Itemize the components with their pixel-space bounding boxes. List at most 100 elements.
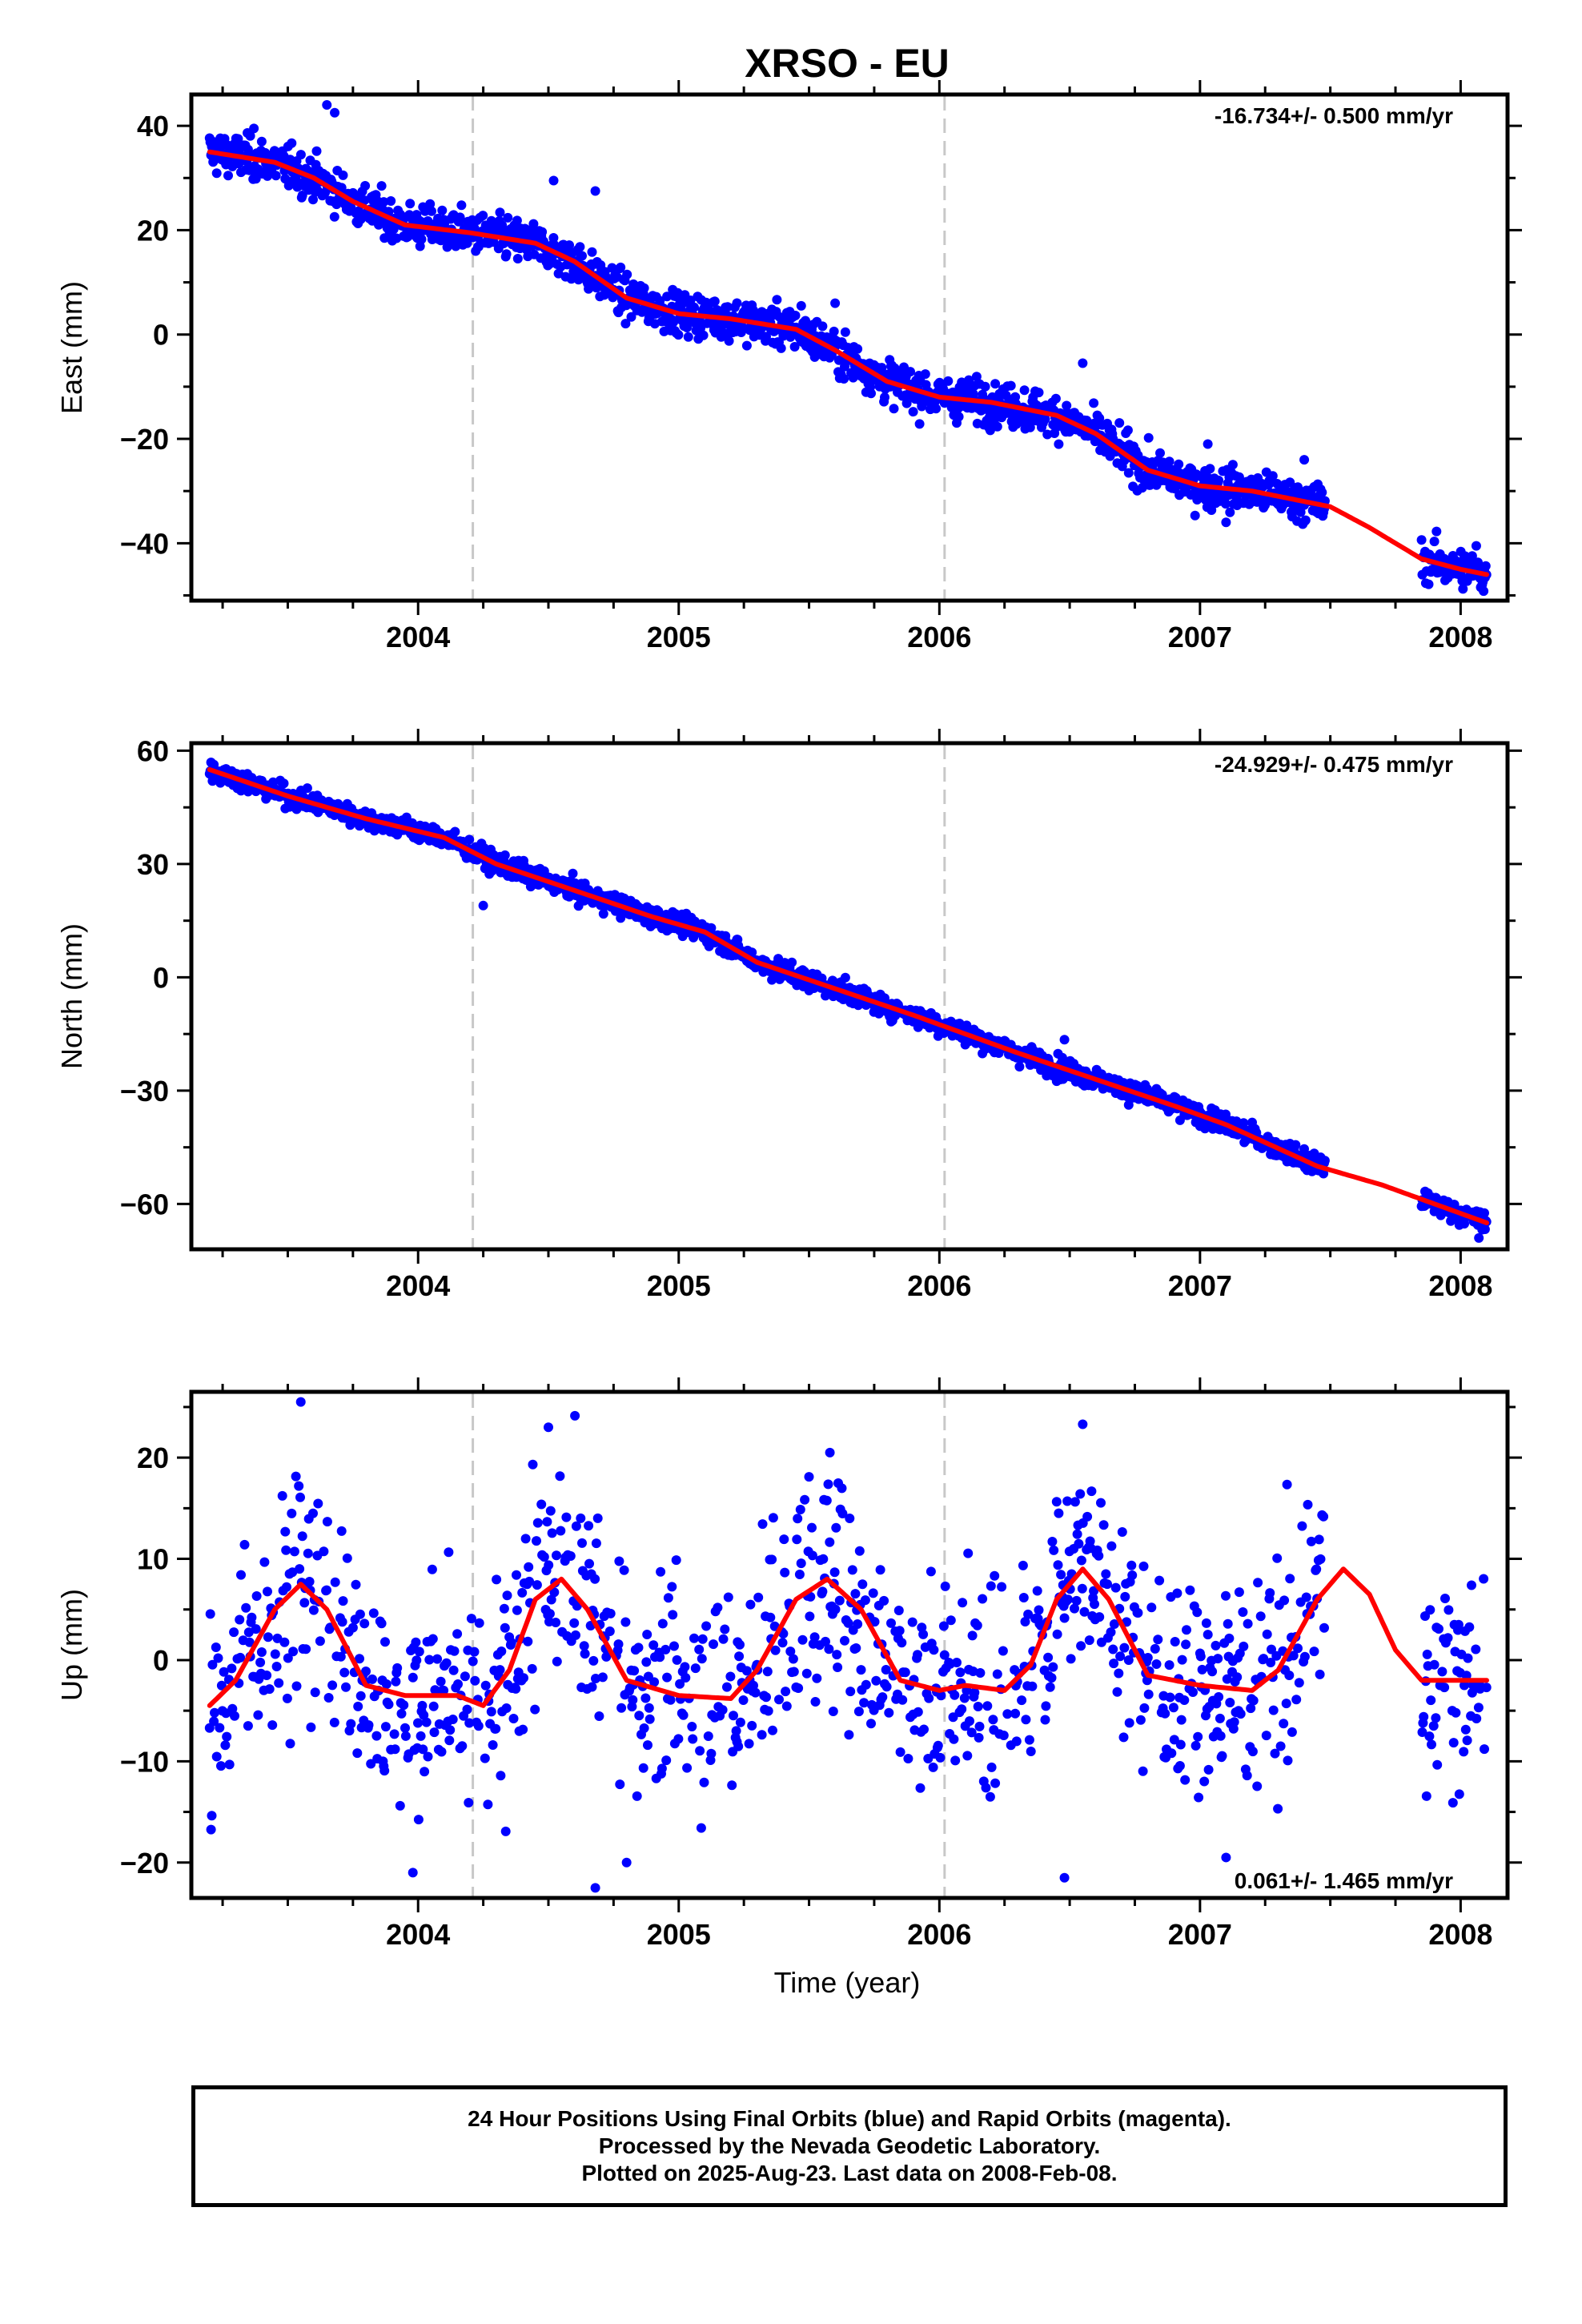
- y-tick-label: 0: [153, 319, 169, 352]
- data-point: [1054, 1508, 1064, 1518]
- data-point: [1062, 400, 1072, 411]
- data-point: [829, 1567, 840, 1578]
- data-point: [396, 1708, 407, 1719]
- data-point: [935, 1752, 946, 1763]
- data-point: [978, 1594, 988, 1604]
- data-point: [975, 1668, 986, 1678]
- data-point: [1086, 1486, 1097, 1497]
- data-point: [1252, 1781, 1263, 1791]
- data-point: [464, 1798, 474, 1807]
- data-point: [847, 1565, 857, 1575]
- data-point: [411, 1637, 421, 1647]
- data-point: [1432, 1759, 1443, 1770]
- data-point: [889, 404, 899, 414]
- data-point: [1429, 537, 1439, 547]
- data-point: [1094, 1612, 1105, 1622]
- data-point: [1179, 1695, 1190, 1705]
- data-point: [243, 1721, 253, 1731]
- data-point: [584, 283, 594, 294]
- data-point: [824, 1644, 834, 1655]
- data-point: [542, 1517, 552, 1527]
- data-point: [1467, 1580, 1476, 1590]
- data-point: [837, 1483, 847, 1494]
- data-point: [452, 1629, 463, 1639]
- data-point: [1423, 579, 1434, 589]
- data-point: [379, 1766, 390, 1776]
- data-point: [1096, 1498, 1106, 1508]
- outlier-point: [548, 175, 559, 186]
- outlier-point: [1078, 1419, 1088, 1429]
- data-point: [486, 1707, 496, 1717]
- outlier-point: [1203, 439, 1213, 449]
- data-point: [390, 1744, 400, 1755]
- data-point: [449, 1646, 460, 1656]
- data-point: [639, 283, 649, 293]
- data-point: [1275, 1741, 1286, 1751]
- data-point: [1110, 1582, 1121, 1593]
- data-point: [220, 1740, 231, 1751]
- data-point: [1153, 1634, 1163, 1645]
- data-point: [1314, 1534, 1324, 1545]
- data-point: [500, 850, 510, 860]
- data-point: [829, 326, 839, 336]
- data-point: [1201, 1618, 1211, 1628]
- data-point: [1006, 380, 1016, 391]
- data-point: [395, 1800, 405, 1811]
- data-point: [903, 1754, 913, 1763]
- data-point: [1045, 1682, 1055, 1692]
- data-point: [931, 404, 942, 414]
- outlier-point: [1051, 1076, 1062, 1087]
- data-point: [1126, 1560, 1137, 1570]
- data-point: [383, 1699, 394, 1710]
- data-point: [412, 1655, 422, 1666]
- footer-box: 24 Hour Positions Using Final Orbits (bl…: [191, 2085, 1508, 2207]
- data-point: [897, 1638, 907, 1648]
- data-point: [871, 1675, 881, 1686]
- data-point: [633, 1642, 644, 1653]
- data-point: [950, 1690, 960, 1700]
- data-point: [761, 332, 771, 342]
- data-point: [1192, 1607, 1203, 1618]
- data-point: [256, 1647, 267, 1657]
- data-point: [851, 1643, 861, 1653]
- data-point: [709, 296, 720, 307]
- data-point: [929, 1645, 939, 1655]
- rate-annotation: -24.929+/- 0.475 mm/yr: [1215, 752, 1453, 777]
- data-point: [1300, 515, 1311, 525]
- data-point: [790, 311, 801, 320]
- data-point: [926, 1566, 936, 1577]
- data-point: [990, 379, 1001, 389]
- data-point: [1122, 425, 1133, 436]
- data-point: [1431, 526, 1442, 537]
- data-point: [1247, 1747, 1258, 1757]
- outlier-point: [1078, 358, 1088, 368]
- data-point: [860, 1595, 870, 1606]
- data-point: [919, 1724, 929, 1735]
- x-tick-label: 2007: [1168, 621, 1232, 653]
- data-point: [954, 412, 964, 422]
- data-point: [787, 957, 797, 967]
- data-point: [884, 1707, 894, 1718]
- data-point: [1472, 1714, 1482, 1723]
- y-axis-label: North (mm): [55, 923, 88, 1069]
- data-point: [821, 1495, 832, 1506]
- x-tick-label: 2004: [386, 1269, 450, 1302]
- data-points: [204, 758, 1492, 1243]
- data-point: [1221, 499, 1231, 509]
- data-point: [875, 1565, 885, 1575]
- data-point: [483, 1799, 493, 1810]
- data-point: [854, 1546, 865, 1556]
- data-point: [1203, 1630, 1213, 1640]
- data-point: [386, 196, 396, 206]
- data-point: [223, 171, 233, 181]
- data-point: [1154, 1575, 1165, 1586]
- data-point: [323, 1693, 334, 1703]
- data-point: [1052, 1629, 1062, 1639]
- data-point: [661, 1644, 671, 1655]
- data-point: [506, 1638, 516, 1648]
- data-point: [988, 1715, 998, 1725]
- data-point: [1112, 1687, 1122, 1697]
- data-point: [1150, 1643, 1160, 1654]
- data-point: [604, 1626, 615, 1636]
- data-point: [528, 219, 539, 229]
